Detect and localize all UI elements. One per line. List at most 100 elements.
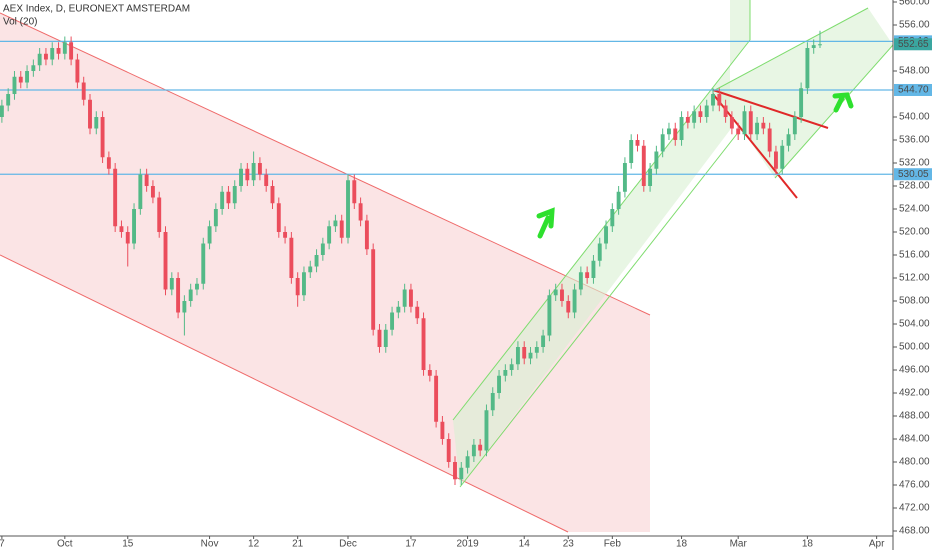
candle-body [56,48,61,54]
wedge-upper [712,89,829,129]
candle-body [698,111,703,118]
level-label: 530.05 [898,169,929,180]
candle-body [43,53,48,60]
candle-body [553,289,558,296]
candle-body [591,260,596,279]
candle-body [578,272,583,290]
down-channel-fill [0,13,650,532]
candle-body [402,289,407,307]
candle-body [69,42,74,60]
down-channel-upper [0,12,651,316]
candle-body [446,439,451,462]
y-tick-label: 504.00 [899,319,930,330]
y-tick-label: 508.00 [899,296,930,307]
candle-body [679,117,684,141]
level-label-box [894,168,932,181]
candle-body [415,306,420,319]
x-tick-label: 21 [292,539,304,550]
candle-body [761,122,766,129]
candle-body [660,134,665,152]
candle-body [572,289,577,313]
candle-body [427,370,432,376]
candle-body [635,140,640,146]
down-channel-lower [0,254,569,533]
candle-body [37,53,42,66]
candle-body [0,105,4,118]
candle-body [616,191,621,210]
candle-body [560,289,564,302]
candle-body [629,140,634,164]
arrow [832,92,854,113]
x-tick-label: Dec [339,539,357,550]
x-tick-label: Feb [604,539,622,550]
candle-body [195,283,199,290]
candle-body [188,289,193,302]
candle-body [547,295,552,336]
candle-body [257,163,262,175]
candle-body [163,232,168,290]
candle-body [434,375,439,422]
x-tick-label: Nov [201,539,219,550]
level-label: 544.70 [898,85,929,96]
drawings [0,0,894,533]
candle-body [245,168,250,181]
candle-body [717,94,722,106]
candle-body [270,186,275,204]
candle-body [157,197,162,233]
candle-body [692,111,697,123]
candle-body [150,186,155,198]
candle-body [100,117,105,158]
candle-body [534,347,539,353]
candle-body [497,375,501,394]
y-tick-label: 520.00 [899,227,930,238]
candle-body [622,163,627,192]
candle-body [327,226,332,244]
up-channel2-fill [715,8,893,178]
candle-body [541,335,546,348]
y-tick-label: 536.00 [899,135,930,146]
candles [0,30,822,485]
candle-body [773,151,778,169]
x-tick-label: 12 [248,539,260,550]
y-tick-label: 556.00 [899,20,930,31]
candle-body [132,209,136,244]
x-tick-label: Apr [869,539,885,550]
candle-body [421,318,426,371]
y-tick-label: 468.00 [899,526,930,537]
candle-body [50,48,55,60]
y-tick-label: 532.00 [899,158,930,169]
x-tick-label: Mar [730,539,748,550]
candle-body [106,157,111,169]
level-label-box [894,83,932,96]
candle-body [176,278,181,313]
x-tick-label: 2019 [456,539,479,550]
candle-body [767,128,772,152]
up-channel-fill [453,0,750,487]
y-tick-label: 472.00 [899,503,930,514]
y-tick-label: 496.00 [899,365,930,376]
candle-body [352,180,357,204]
candle-body [62,42,67,54]
candle-body [251,163,256,181]
x-tick-label: 23 [563,539,575,550]
candle-body [377,329,382,348]
candle-body [264,174,269,187]
x-tick-label: Oct [57,539,73,550]
last-price-label: 552.65 [898,39,929,50]
x-tick-label: 14 [519,539,531,550]
y-tick-label: 480.00 [899,457,930,468]
y-tick-label: 500.00 [899,342,930,353]
candle-body [585,272,590,279]
candle-body [31,65,36,72]
candle-body [729,117,734,129]
candle-body [94,117,99,129]
up-channel-upper [452,39,751,421]
candle-body [144,174,149,187]
candle-body [685,117,690,123]
symbol-title: AEX Index, D, EURONEXT AMSTERDAM [3,4,190,15]
levels [0,40,893,175]
x-tick-label: 17 [405,539,417,550]
candle-body [314,255,319,267]
candle-body [302,272,306,296]
